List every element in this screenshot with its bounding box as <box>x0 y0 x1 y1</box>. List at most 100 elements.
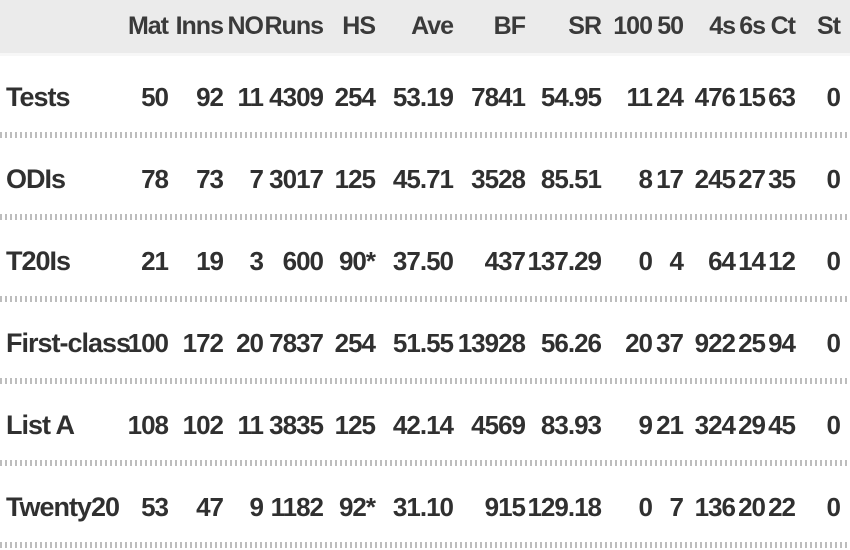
stat-cell: 21 <box>141 246 169 276</box>
stat-cell: 78 <box>141 164 169 194</box>
stat-cell: 19 <box>196 246 224 276</box>
column-header: St <box>817 12 841 40</box>
column-header: HS <box>342 12 376 40</box>
stat-cell: 600 <box>282 246 324 276</box>
stat-cell: 245 <box>694 164 736 194</box>
column-header: Ct <box>770 12 796 40</box>
column-header: 100 <box>613 12 653 40</box>
stat-cell: 45 <box>768 410 796 440</box>
stat-cell: 15 <box>738 82 766 112</box>
stat-cell: 92 <box>196 82 224 112</box>
stat-cell: 14 <box>738 246 766 276</box>
stat-cell: 8 <box>638 164 653 194</box>
stat-cell: 4 <box>669 246 684 276</box>
stat-cell: 0 <box>826 410 841 440</box>
stat-cell: 3528 <box>471 164 526 194</box>
stat-cell: 3017 <box>269 164 324 194</box>
stat-cell: 254 <box>334 328 376 358</box>
stat-cell: 7 <box>669 492 684 522</box>
stat-cell: 3 <box>249 246 264 276</box>
stat-cell: 254 <box>334 82 376 112</box>
stat-cell: 64 <box>708 246 736 276</box>
stat-cell: 102 <box>182 410 224 440</box>
stat-cell: 172 <box>182 328 224 358</box>
stat-cell: 3835 <box>269 410 324 440</box>
row-label: T20Is <box>6 245 71 276</box>
column-header: Runs <box>264 12 325 40</box>
stat-cell: 83.93 <box>540 410 602 440</box>
stat-cell: 50 <box>141 82 169 112</box>
stat-cell: 20 <box>738 492 766 522</box>
stat-cell: 53.19 <box>392 82 454 112</box>
table-row: ODIs 78 73 7 3017 125 45.71 3528 85.51 8 17 245 27 35… <box>0 138 850 220</box>
column-header: Mat <box>127 12 169 40</box>
stat-cell: 73 <box>196 164 224 194</box>
stat-cell: 31.10 <box>392 492 454 522</box>
column-header: Ave <box>411 12 454 40</box>
column-header: Inns <box>175 12 224 40</box>
stat-cell: 37 <box>656 328 684 358</box>
stat-cell: 0 <box>638 246 653 276</box>
stat-cell: 7 <box>249 164 264 194</box>
stat-cell: 29 <box>738 410 766 440</box>
stat-cell: 915 <box>484 492 526 522</box>
table-body: Tests 50 92 11 4309 254 53.19 7841 54.95 11 24 476 1… <box>0 56 850 548</box>
stat-cell: 27 <box>738 164 766 194</box>
stat-cell: 35 <box>768 164 796 194</box>
stat-cell: 4569 <box>471 410 526 440</box>
table-row: First-class 100 172 20 7837 254 51.55 13928 56.2… <box>0 302 850 384</box>
row-label: List A <box>6 409 75 440</box>
stat-cell: 42.14 <box>392 410 454 440</box>
stat-cell: 1182 <box>270 492 324 522</box>
stat-cell: 21 <box>656 410 684 440</box>
column-header: BF <box>493 12 526 40</box>
stat-cell: 11 <box>237 410 265 440</box>
row-label: ODIs <box>6 163 66 194</box>
stat-cell: 22 <box>768 492 796 522</box>
column-header: SR <box>568 12 602 40</box>
stat-cell: 7841 <box>471 82 526 112</box>
stat-cell: 0 <box>826 82 841 112</box>
stat-cell: 25 <box>738 328 766 358</box>
stat-cell: 20 <box>625 328 653 358</box>
stat-cell: 437 <box>484 246 526 276</box>
stat-cell: 45.71 <box>392 164 454 194</box>
stat-cell: 20 <box>236 328 264 358</box>
stat-cell: 129.18 <box>527 492 602 522</box>
stat-cell: 125 <box>334 164 376 194</box>
stat-cell: 476 <box>694 82 736 112</box>
stat-cell: 7837 <box>269 328 324 358</box>
column-header: 4s <box>709 12 736 40</box>
table-row: Tests 50 92 11 4309 254 53.19 7841 54.95 11 24 476 1… <box>0 56 850 138</box>
stat-cell: 100 <box>127 328 169 358</box>
stat-cell: 94 <box>768 328 796 358</box>
stat-cell: 63 <box>768 82 796 112</box>
stat-cell: 56.26 <box>540 328 602 358</box>
stat-cell: 108 <box>127 410 169 440</box>
stat-cell: 51.55 <box>392 328 454 358</box>
column-header: NO <box>227 12 265 40</box>
table-header: Mat Inns NO Runs HS Ave BF SR 100 50 4s 6s Ct St <box>0 0 850 56</box>
table-row: T20Is 21 19 3 600 90* 37.50 437 137.29 0 4 64 14 12 0 <box>0 220 850 302</box>
stat-cell: 12 <box>768 246 796 276</box>
stat-cell: 125 <box>334 410 376 440</box>
stat-cell: 90* <box>338 246 376 276</box>
table-row: List A 108 102 11 3835 125 42.14 4569 83.93 9 21 32… <box>0 384 850 466</box>
stat-cell: 136 <box>694 492 736 522</box>
stat-cell: 137.29 <box>527 246 602 276</box>
row-label: Tests <box>6 81 71 112</box>
stat-cell: 0 <box>826 246 841 276</box>
stat-cell: 92* <box>338 492 376 522</box>
stat-cell: 0 <box>638 492 653 522</box>
stat-cell: 922 <box>694 328 736 358</box>
row-label: First-class <box>6 327 131 358</box>
stat-cell: 0 <box>826 328 841 358</box>
stat-cell: 85.51 <box>540 164 602 194</box>
stat-cell: 53 <box>141 492 169 522</box>
stat-cell: 0 <box>826 492 841 522</box>
row-label: Twenty20 <box>6 491 120 522</box>
stat-cell: 4309 <box>269 82 324 112</box>
stat-cell: 11 <box>237 82 265 112</box>
column-header: 50 <box>657 12 684 40</box>
